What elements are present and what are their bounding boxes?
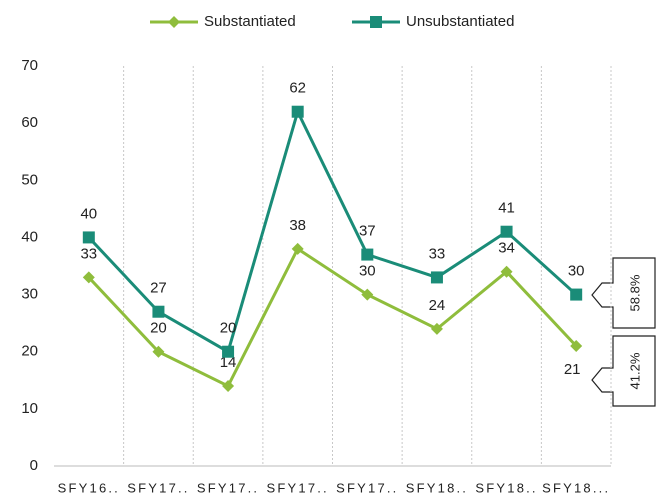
- x-tick-label: SFY16..: [58, 480, 120, 495]
- callout-2: 41.2%: [591, 335, 656, 407]
- marker: [361, 288, 374, 301]
- data-label: 30: [568, 263, 585, 280]
- legend-item: Unsubstantiated: [352, 13, 514, 30]
- data-label: 40: [80, 205, 97, 222]
- callout-1: 58.8%: [591, 257, 656, 329]
- x-tick-label: SFY18..: [475, 480, 537, 495]
- y-tick-label: 10: [21, 400, 38, 417]
- annotation: 41.2%: [627, 352, 642, 389]
- data-label: 27: [150, 280, 167, 297]
- data-label: 33: [80, 245, 97, 262]
- marker: [152, 305, 165, 318]
- series: 40 27 20 62 37 33 41 30: [80, 80, 585, 358]
- legend-label: Unsubstantiated: [406, 13, 514, 30]
- marker: [152, 345, 165, 358]
- marker: [168, 16, 180, 28]
- y-tick-label: 60: [21, 114, 38, 131]
- y-tick-label: 50: [21, 171, 38, 188]
- marker: [82, 231, 95, 244]
- y-tick-label: 70: [21, 57, 38, 74]
- data-label: 38: [289, 217, 306, 234]
- x-tick-label: SFY17..: [127, 480, 189, 495]
- legend-label: Substantiated: [204, 13, 296, 30]
- marker: [570, 288, 583, 301]
- y-tick-label: 20: [21, 343, 38, 360]
- data-label: 30: [359, 263, 376, 280]
- annotation: 58.8%: [627, 274, 642, 311]
- y-tick-label: 0: [30, 457, 38, 474]
- marker: [291, 105, 304, 118]
- x-tick-label: SFY17..: [336, 480, 398, 495]
- data-label: 62: [289, 80, 306, 97]
- marker: [291, 242, 304, 255]
- x-tick-label: SFY17..: [267, 480, 329, 495]
- data-label: 21: [564, 361, 581, 378]
- marker: [222, 345, 235, 358]
- series: 33 20 14 38 30 24 34 21: [80, 217, 583, 392]
- marker: [430, 322, 443, 335]
- y-tick-label: 40: [21, 228, 38, 245]
- x-tick-label: SFY18..: [406, 480, 468, 495]
- marker: [361, 248, 374, 261]
- marker: [570, 340, 583, 352]
- data-label: 20: [220, 320, 237, 337]
- marker: [222, 380, 235, 392]
- y-tick-label: 30: [21, 286, 38, 303]
- data-label: 24: [429, 297, 446, 314]
- data-label: 41: [498, 200, 515, 217]
- x-tick-label: SFY18...: [542, 480, 610, 495]
- data-label: 20: [150, 320, 167, 337]
- data-label: 34: [498, 240, 515, 257]
- x-tick-label: SFY17..: [197, 480, 259, 495]
- data-label: 14: [220, 354, 237, 371]
- data-label: 33: [429, 245, 446, 262]
- line: [87, 107, 578, 354]
- marker: [82, 271, 95, 284]
- data-label: 37: [359, 223, 376, 240]
- marker: [500, 225, 513, 238]
- marker: [500, 265, 513, 278]
- line: [87, 246, 578, 389]
- marker: [370, 16, 382, 28]
- legend-item: Substantiated: [150, 13, 296, 30]
- marker: [430, 271, 443, 284]
